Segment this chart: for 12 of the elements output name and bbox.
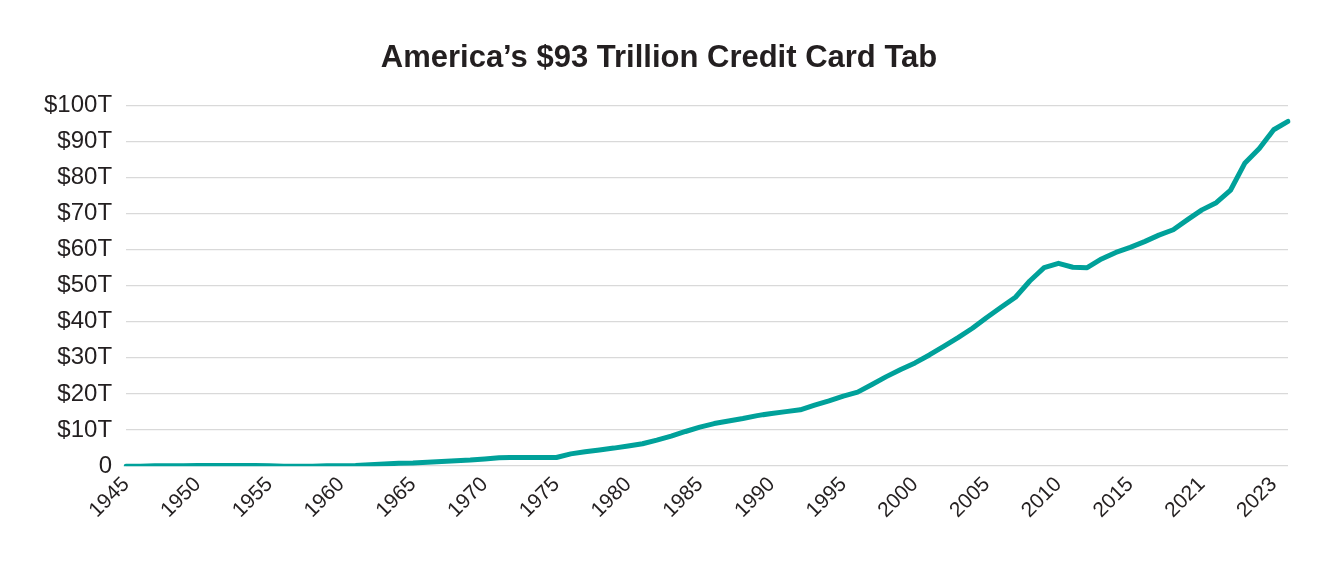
y-tick-label: $90T [57,125,113,153]
y-tick-label: $30T [57,342,113,370]
y-tick-label: $10T [57,414,113,442]
y-tick-label: $20T [57,378,113,406]
y-tick-label: $80T [57,162,113,190]
chart-title: America’s $93 Trillion Credit Card Tab [380,39,938,75]
y-tick-label: $100T [43,89,113,117]
y-tick-label: $40T [57,306,113,334]
y-tick-label: 0 [98,450,113,478]
y-tick-label: $70T [57,198,113,226]
y-tick-label: $50T [57,270,113,298]
y-tick-label: $60T [57,234,113,262]
